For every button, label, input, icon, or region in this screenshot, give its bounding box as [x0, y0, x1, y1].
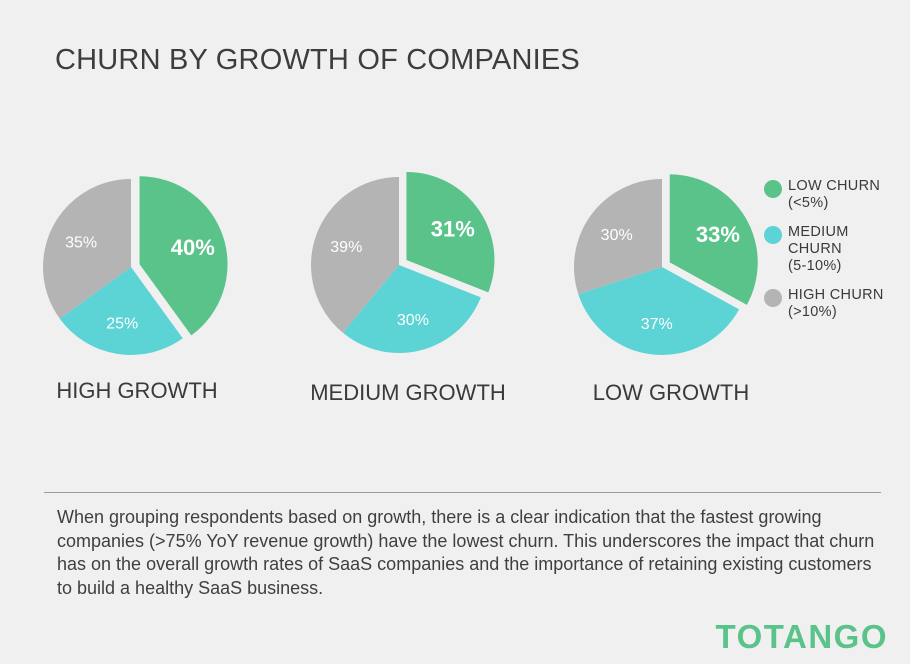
divider	[44, 492, 881, 493]
pie-label-low-growth: LOW GROWTH	[592, 380, 750, 405]
pie-slice-high-growth-1	[59, 267, 183, 355]
chart-legend: LOW CHURN (<5%) MEDIUM CHURN (5-10%) HIG…	[764, 178, 904, 333]
legend-label-high-churn: HIGH CHURN (>10%)	[788, 287, 884, 320]
legend-swatch-high-churn	[764, 289, 782, 307]
legend-item-medium-churn: MEDIUM CHURN (5-10%)	[764, 224, 904, 275]
pie-slice-medium-growth-0	[406, 171, 495, 293]
pie-chart-medium-growth: 31% 30% 39%	[311, 171, 495, 353]
legend-item-low-churn: LOW CHURN (<5%)	[764, 178, 904, 212]
description-text: When grouping respondents based on growt…	[57, 507, 875, 598]
pie-chart-high-growth: 40% 25% 35%	[43, 176, 228, 355]
pie-slice-high-growth-0	[139, 176, 228, 336]
legend-label-low-churn: LOW CHURN (<5%)	[788, 178, 881, 211]
legend-swatch-medium-churn	[764, 226, 782, 244]
pie-slice-high-growth-2	[43, 179, 132, 319]
pie-label-medium-growth: MEDIUM GROWTH	[310, 380, 506, 405]
totango-logo: TOTANGO	[715, 618, 888, 655]
pie-slice-label-high-growth-2: 35%	[65, 235, 97, 252]
pie-label-high-growth: HIGH GROWTH	[56, 378, 218, 403]
legend-swatch-low-churn	[764, 180, 782, 198]
pie-slice-label-medium-growth-2: 39%	[330, 239, 362, 256]
pie-slice-medium-growth-1	[342, 265, 481, 353]
page-title: CHURN BY GROWTH OF COMPANIES	[55, 44, 580, 76]
pie-slice-label-medium-growth-1: 30%	[397, 312, 429, 329]
pie-slice-label-high-growth-1: 25%	[106, 315, 138, 332]
pie-slice-low-growth-0	[669, 174, 758, 305]
pie-slice-label-medium-growth-0: 31%	[431, 216, 475, 241]
legend-label-medium-churn: MEDIUM CHURN (5-10%)	[788, 224, 849, 274]
pie-slice-low-growth-2	[574, 179, 662, 295]
legend-item-high-churn: HIGH CHURN (>10%)	[764, 287, 904, 321]
pie-slice-medium-growth-2	[311, 177, 399, 333]
pie-slice-label-high-growth-0: 40%	[171, 235, 215, 260]
pie-slice-low-growth-1	[578, 267, 740, 355]
pie-slice-label-low-growth-0: 33%	[696, 222, 740, 247]
pie-slice-label-low-growth-1: 37%	[641, 316, 673, 333]
pie-slice-label-low-growth-2: 30%	[601, 227, 633, 244]
pie-chart-low-growth: 33% 37% 30%	[574, 174, 758, 355]
